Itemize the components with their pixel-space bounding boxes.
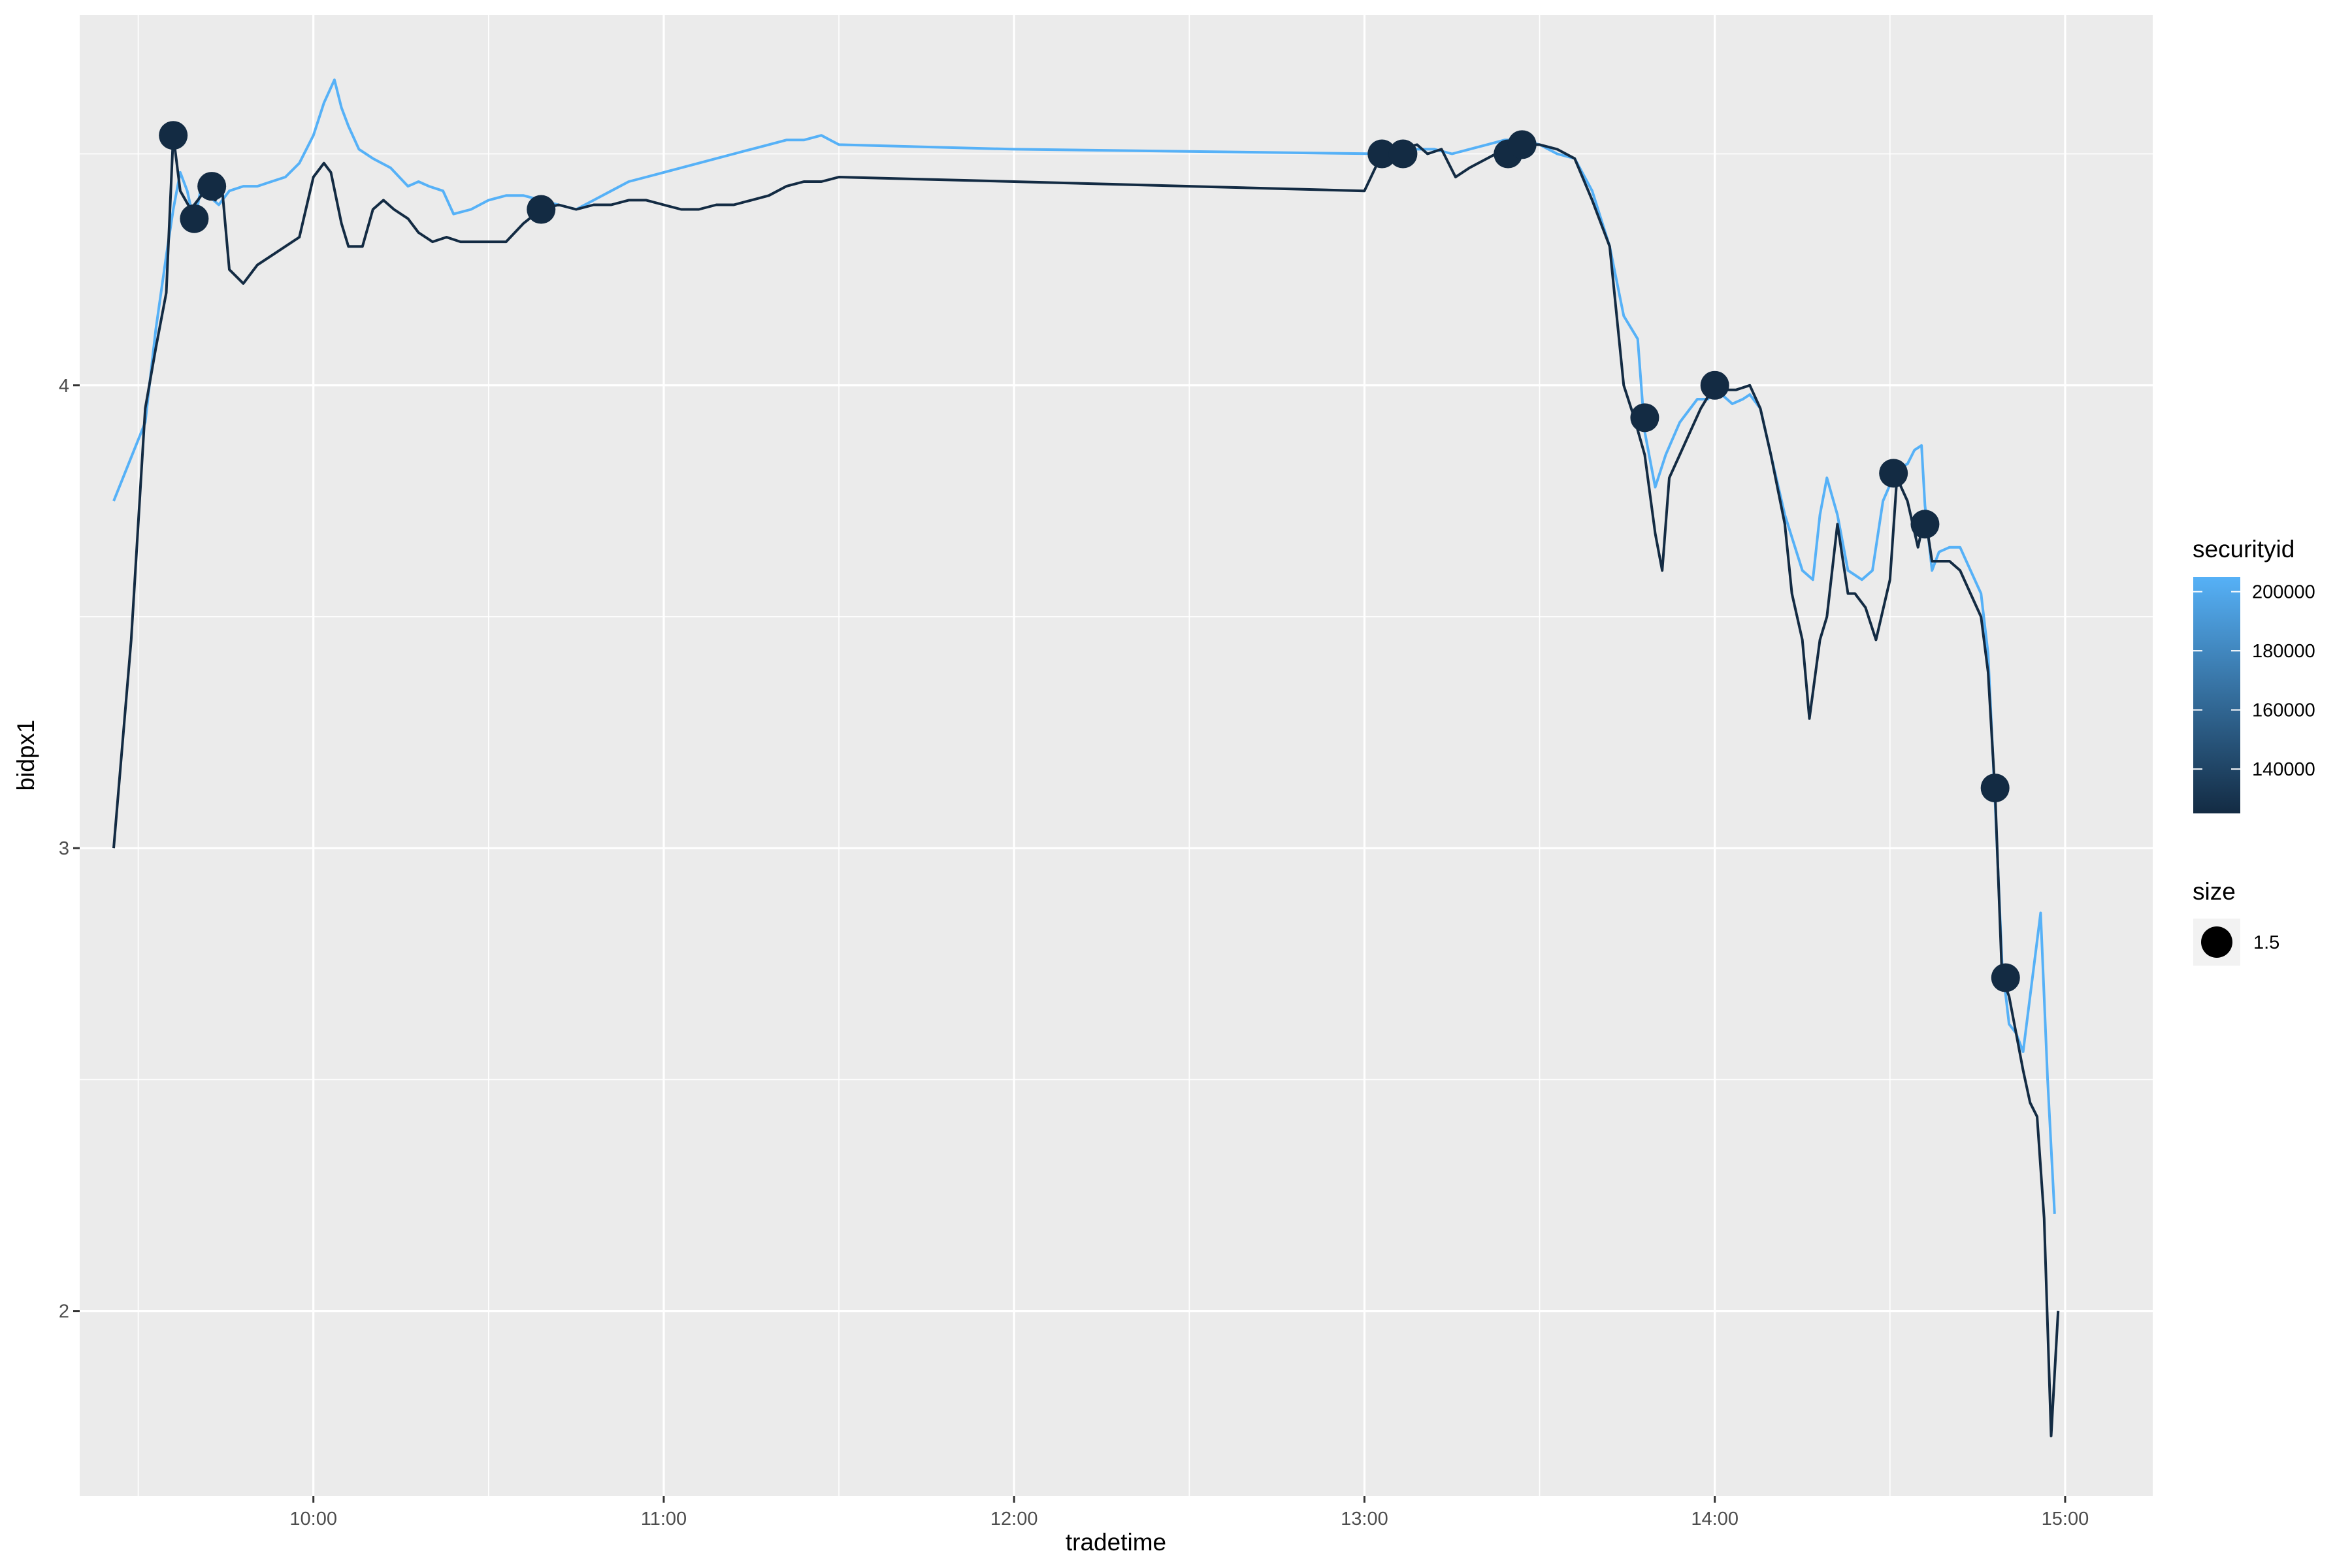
colorbar-label-3: 200000 — [2252, 582, 2315, 603]
marker-layer — [159, 121, 2020, 992]
data-point-5 — [1388, 139, 1418, 169]
x-tick-label-1: 11:00 — [641, 1509, 687, 1529]
y-tick-label-0: 2 — [59, 1301, 69, 1322]
data-point-10 — [1879, 459, 1908, 488]
data-point-13 — [1991, 963, 2020, 992]
y-tick-label-1: 3 — [59, 838, 69, 859]
data-point-9 — [1700, 370, 1729, 400]
x-axis-title: tradetime — [1066, 1529, 1166, 1556]
data-point-1 — [180, 204, 209, 233]
grid-major — [80, 15, 2153, 1496]
data-point-8 — [1630, 403, 1659, 433]
colorbar-label-1: 160000 — [2252, 700, 2315, 721]
size-key-marker — [2201, 926, 2232, 958]
x-tick-label-0: 10:00 — [289, 1509, 337, 1529]
colorbar — [2193, 577, 2240, 813]
legend-size-title: size — [2193, 878, 2236, 905]
colorbar-label-2: 180000 — [2252, 641, 2315, 662]
plot-panel — [80, 15, 2153, 1496]
data-point-2 — [197, 172, 227, 201]
series-line-205000 — [112, 78, 2056, 1215]
data-point-3 — [527, 195, 556, 224]
x-axis: 10:00 11:00 12:00 13:00 14:00 15:00 — [289, 1496, 2089, 1529]
colorbar-ticks: 140000 160000 180000 200000 — [2193, 582, 2315, 780]
legend: securityid 140000 160000 180000 200000 size… — [2193, 536, 2315, 966]
x-tick-label-2: 12:00 — [990, 1509, 1038, 1529]
legend-color-title: securityid — [2193, 536, 2295, 563]
data-point-11 — [1910, 510, 1940, 539]
data-point-4 — [1367, 139, 1397, 169]
y-axis-title: bidpx1 — [12, 719, 39, 791]
x-tick-label-3: 13:00 — [1341, 1509, 1388, 1529]
x-tick-label-5: 15:00 — [2042, 1509, 2089, 1529]
y-tick-label-2: 4 — [59, 376, 69, 397]
data-point-0 — [159, 121, 188, 150]
x-tick-label-4: 14:00 — [1691, 1509, 1739, 1529]
data-point-12 — [1980, 774, 2010, 803]
colorbar-label-0: 140000 — [2252, 759, 2315, 780]
grid-minor — [80, 15, 2153, 1543]
size-key-label: 1.5 — [2253, 932, 2279, 953]
y-axis: 2 3 4 — [59, 376, 80, 1322]
data-point-7 — [1507, 130, 1537, 159]
